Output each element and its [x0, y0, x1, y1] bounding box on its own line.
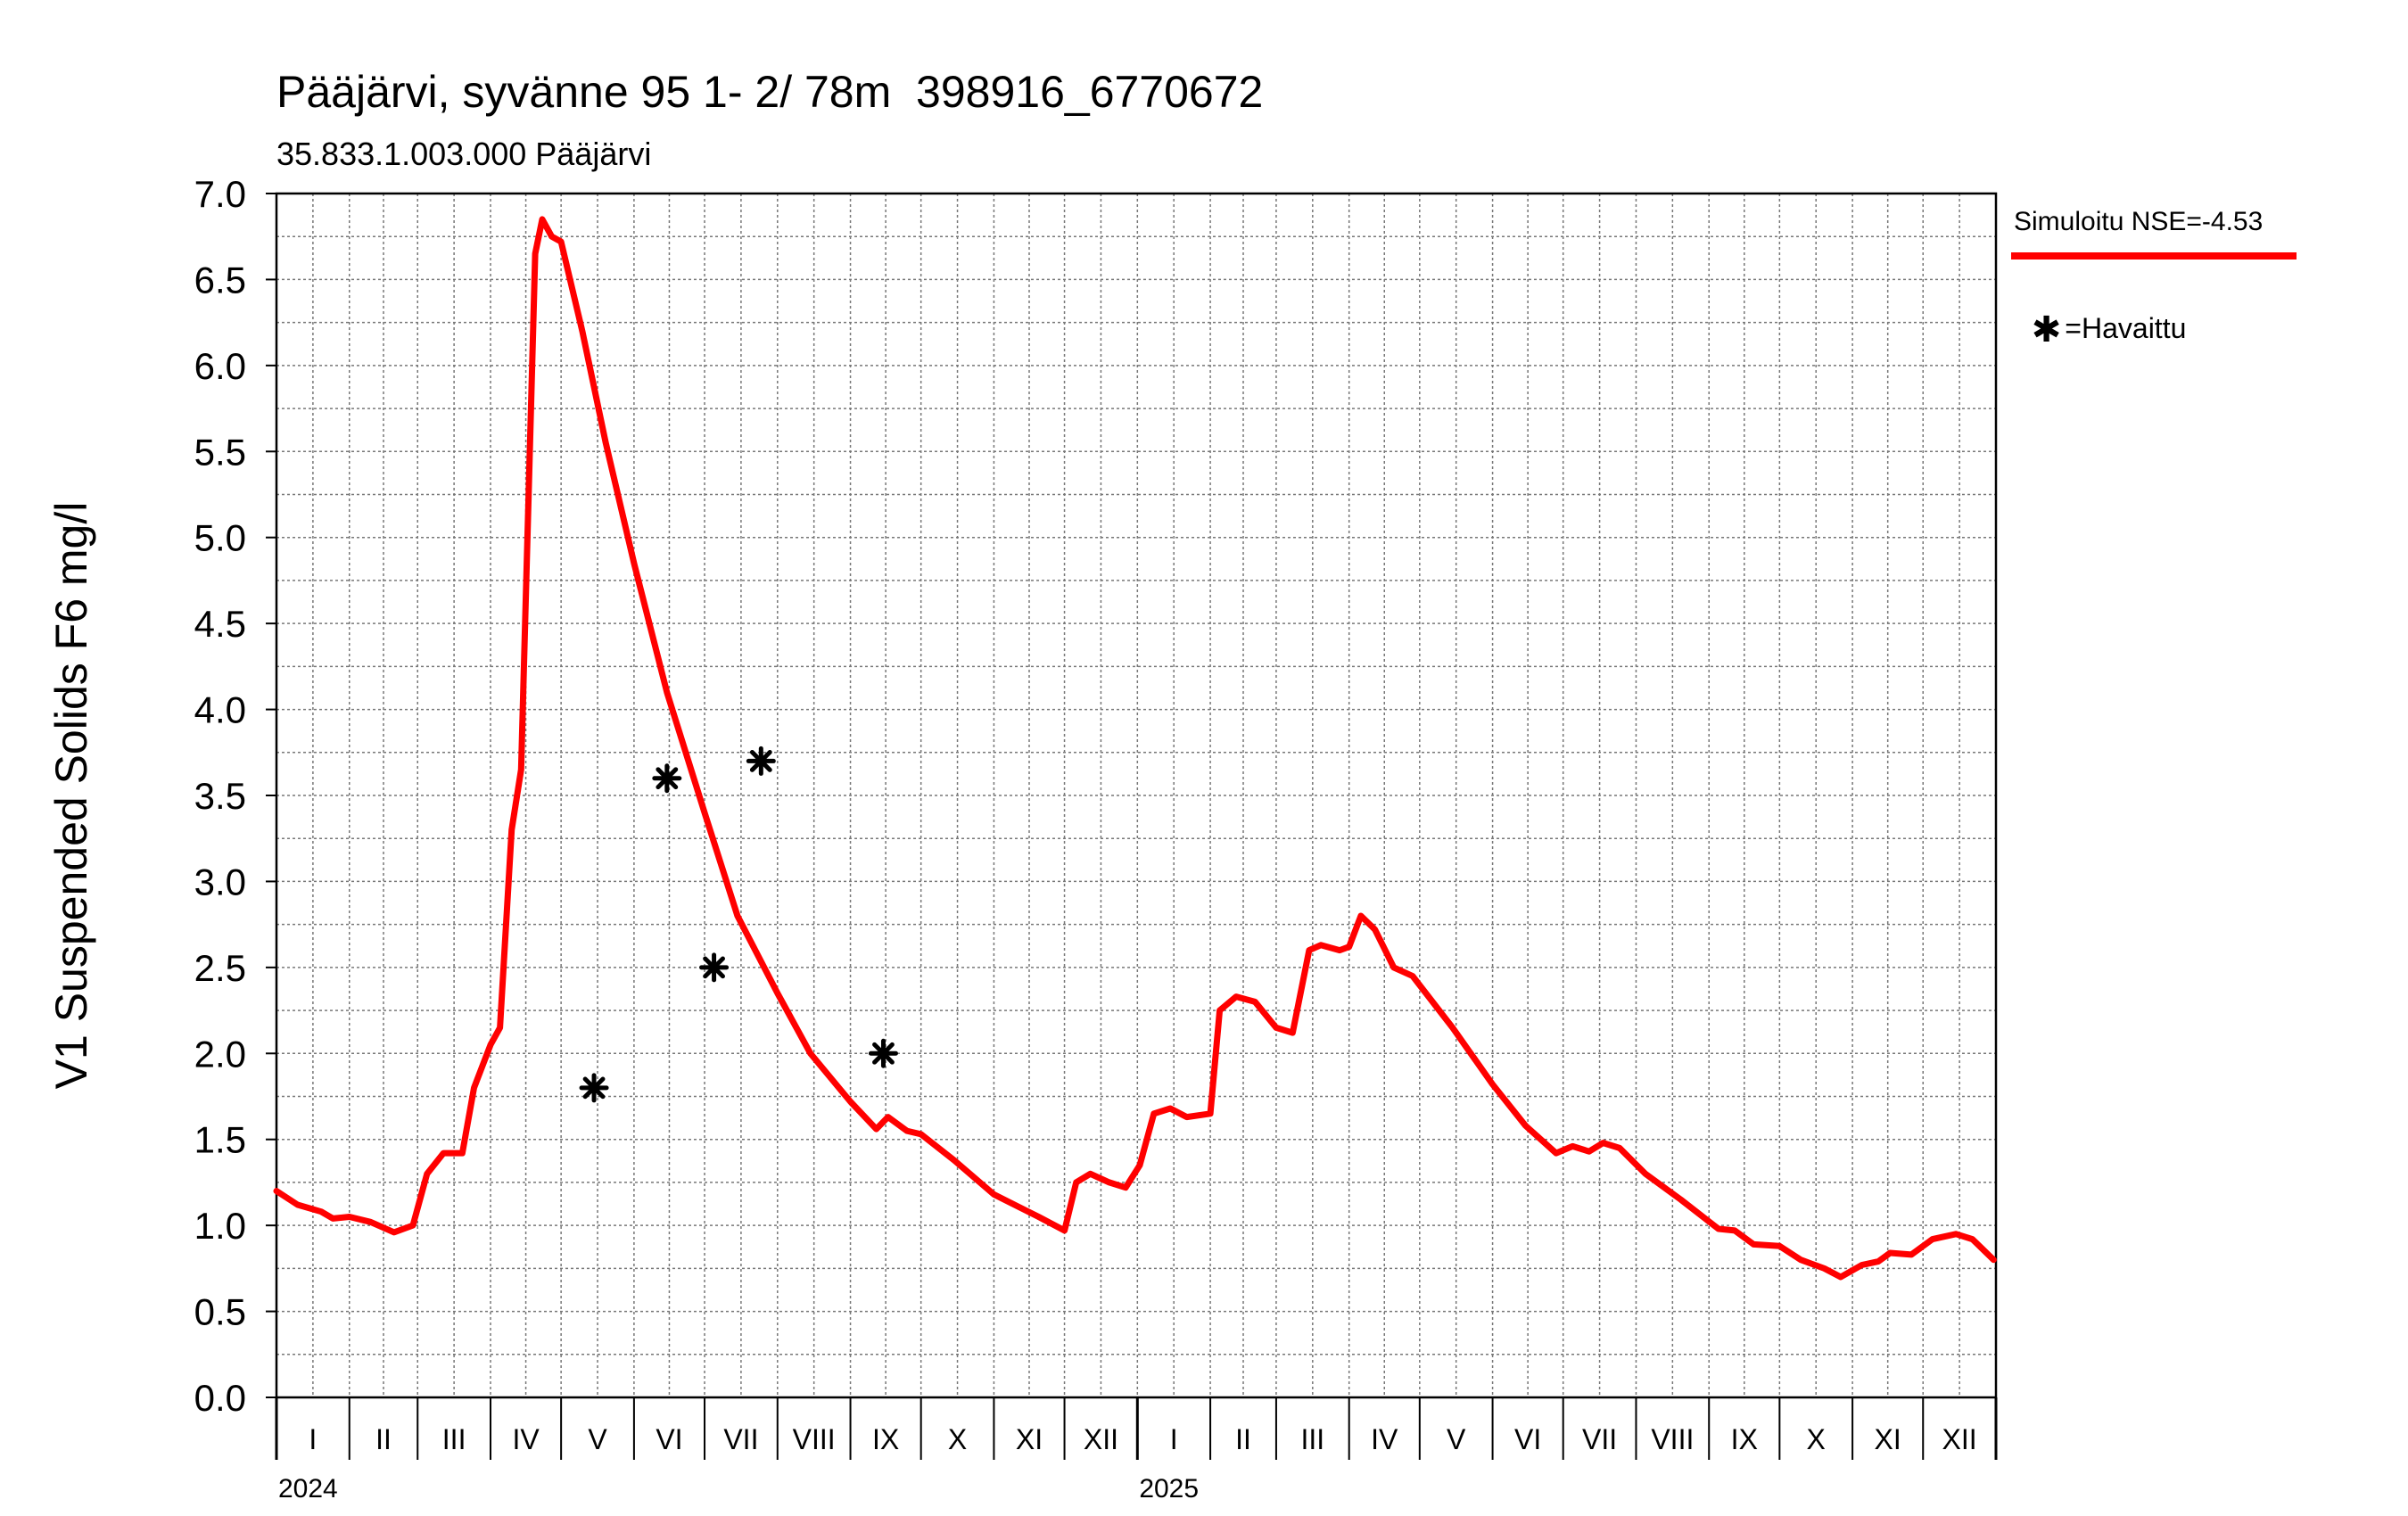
legend-observed-label: =Havaittu: [2065, 312, 2187, 344]
observed-point-stroke: [656, 767, 679, 790]
x-month-label: II: [375, 1423, 392, 1455]
y-tick-label: 2.0: [194, 1033, 246, 1075]
observed-point-stroke: [582, 1076, 606, 1100]
x-month-label: XII: [1942, 1423, 1977, 1455]
observed-point-stroke: [703, 956, 725, 979]
y-tick-label: 4.0: [194, 689, 246, 731]
x-month-label: VI: [1514, 1423, 1541, 1455]
y-tick-label: 6.5: [194, 259, 246, 301]
x-month-label: V: [588, 1423, 607, 1455]
x-month-label: XI: [1016, 1423, 1043, 1455]
x-month-label: VII: [723, 1423, 758, 1455]
x-month-label: VII: [1582, 1423, 1617, 1455]
x-month-label: XII: [1084, 1423, 1118, 1455]
y-tick-label: 5.0: [194, 517, 246, 559]
x-year-label: 2025: [1139, 1474, 1199, 1504]
x-month-label: IX: [1731, 1423, 1758, 1455]
x-month-label: II: [1235, 1423, 1251, 1455]
y-tick-label: 3.5: [194, 775, 246, 817]
y-tick-label: 1.0: [194, 1205, 246, 1247]
y-tick-label: 1.5: [194, 1119, 246, 1161]
observed-point: [699, 952, 730, 983]
x-month-label: VIII: [1651, 1423, 1694, 1455]
observed-point: [652, 763, 682, 794]
x-month-label: VI: [656, 1423, 682, 1455]
x-month-label: XI: [1875, 1423, 1901, 1455]
legend-observed: ✱ =Havaittu: [2016, 279, 2187, 348]
chart-subtitle: 35.833.1.003.000 Pääjärvi: [276, 136, 652, 172]
observed-point: [579, 1073, 609, 1103]
x-month-label: X: [948, 1423, 967, 1455]
y-tick-label: 4.5: [194, 603, 246, 645]
chart-title: Pääjärvi, syvänne 95 1- 2/ 78m 398916_67…: [276, 67, 1264, 117]
observed-point: [746, 746, 776, 776]
x-month-label: X: [1807, 1423, 1826, 1455]
x-month-label: I: [309, 1423, 317, 1455]
x-month-label: I: [1170, 1423, 1178, 1455]
x-month-label: IX: [872, 1423, 899, 1455]
asterisk-marker-icon: ✱: [2031, 310, 2062, 350]
y-tick-label: 5.5: [194, 431, 246, 473]
y-tick-label: 2.5: [194, 947, 246, 989]
x-month-label: IV: [1371, 1423, 1398, 1455]
y-tick-label: 3.0: [194, 861, 246, 902]
observed-point-stroke: [872, 1042, 895, 1065]
observed-point: [868, 1038, 898, 1068]
legend-simulated-label: Simuloitu NSE=-4.53: [2014, 207, 2264, 236]
x-year-label: 2024: [278, 1474, 338, 1504]
simulated-series-line: [273, 216, 1997, 1281]
y-tick-label: 6.0: [194, 345, 246, 387]
x-month-label: IV: [512, 1423, 540, 1455]
y-tick-label: 7.0: [194, 173, 246, 215]
y-tick-label: 0.0: [194, 1377, 246, 1419]
chart-axes: 0.0 0.5 1.0 1.5 2.0 2.5 3.0 3.5 4.0 4.5 5.0 5.5 6.0 6…: [46, 173, 1998, 1504]
x-month-label: VIII: [793, 1423, 836, 1455]
observed-point-stroke: [749, 750, 772, 772]
chart-grid: [276, 194, 1996, 1397]
y-tick-label: 0.5: [194, 1291, 246, 1333]
x-month-label: III: [442, 1423, 466, 1455]
x-month-label: V: [1447, 1423, 1466, 1455]
x-month-label: III: [1300, 1423, 1324, 1455]
chart-series: [273, 216, 1997, 1281]
y-axis-label: V1 Suspended Solids F6 mg/l: [46, 502, 96, 1090]
